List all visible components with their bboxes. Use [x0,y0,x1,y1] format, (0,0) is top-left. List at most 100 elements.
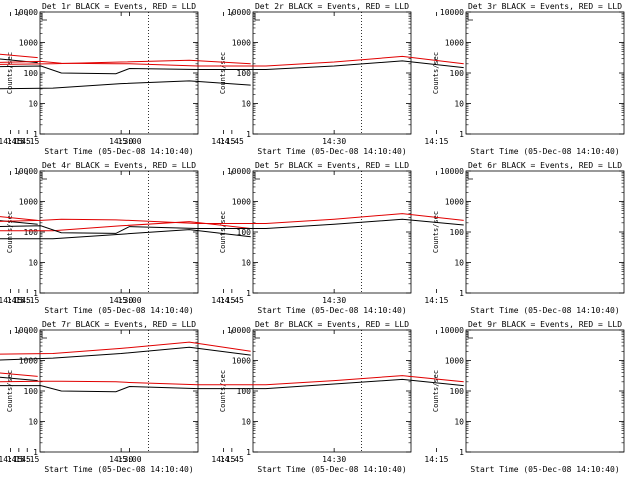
y-tick-label: 10000 [14,167,38,176]
x-tick-label: 14:15 [424,455,448,464]
x-tick-label: 14:15 [0,137,23,146]
plot-frame [465,170,625,294]
y-tick-label: 10 [454,259,464,268]
y-tick-label: 10000 [227,167,251,176]
lld-series-line [0,59,251,65]
events-series-line [0,80,251,90]
x-tick-label: 14:15 [211,296,235,305]
chart-panel-8: Det 8r BLACK = Events, RED = LLD 1 10 100 10… [0,320,412,474]
events-series-line [0,60,464,75]
y-tick-label: 1000 [19,357,38,366]
x-axis-label: Start Time (05-Dec-08 14:10:40) [257,306,406,315]
y-axis-label: Counts/sec [432,211,440,253]
x-tick-label: 14:45 [220,137,244,146]
y-tick-label: 100 [237,228,252,237]
corner-bracket-mark [254,172,260,180]
x-tick-label: 14:15 [0,296,23,305]
chart-title: Det 9r BLACK = Events, RED = LLD [468,320,622,329]
y-tick-label: 100 [450,387,465,396]
x-tick-label: 14:30 [109,137,133,146]
y-tick-label: 100 [24,228,39,237]
chart-panel-5: Det 5r BLACK = Events, RED = LLD 1 10 100 10… [0,161,412,315]
x-tick-label: 14:30 [322,455,346,464]
y-axis-label: Counts/sec [6,52,14,94]
events-series-line [0,378,464,393]
y-tick-label: 1 [33,289,38,298]
x-tick-label: 14:15 [424,296,448,305]
lld-series-line [0,221,251,232]
y-tick-label: 10 [241,418,251,427]
y-tick-label: 1 [246,130,251,139]
corner-bracket-mark [467,331,473,339]
corner-bracket-mark [41,331,47,339]
x-tick-label: 14:45 [220,296,244,305]
plot-frame [465,11,625,135]
events-series-line [0,346,251,361]
chart-panel-7: Det 7r BLACK = Events, RED = LLD 1 10 100 10… [0,320,199,474]
x-tick-label: 14:15 [0,455,23,464]
y-axis-label: Counts/sec [432,52,440,94]
y-tick-label: 1000 [445,357,464,366]
y-tick-label: 1 [246,448,251,457]
x-axis-label: Start Time (05-Dec-08 14:10:40) [44,147,193,156]
chart-panel-2: Det 2r BLACK = Events, RED = LLD 1 10 100 10… [0,2,412,156]
chart-title: Det 3r BLACK = Events, RED = LLD [468,2,622,11]
y-axis-label: Counts/sec [219,370,227,412]
chart-title: Det 4r BLACK = Events, RED = LLD [42,161,196,170]
events-series-line [0,218,464,234]
chart-panel-1: Det 1r BLACK = Events, RED = LLD 1 10 100 10… [0,2,199,156]
x-tick-label: 15:00 [117,296,141,305]
x-tick-label: 15:15 [15,296,39,305]
corner-bracket-mark [467,172,473,180]
chart-title: Det 2r BLACK = Events, RED = LLD [255,2,409,11]
chart-panel-6: Det 6r BLACK = Events, RED = LLD 1 10 100 10… [0,161,625,315]
y-tick-label: 100 [450,228,465,237]
x-tick-label: 15:00 [117,455,141,464]
y-tick-label: 1 [33,130,38,139]
x-axis-label: Start Time (05-Dec-08 14:10:40) [257,147,406,156]
y-tick-label: 10000 [440,167,464,176]
x-tick-label: 14:15 [424,137,448,146]
x-tick-label: 14:30 [322,137,346,146]
plot-frame [252,170,412,294]
y-tick-label: 100 [24,69,39,78]
corner-bracket-mark [41,172,47,180]
corner-bracket-mark [254,13,260,21]
y-tick-label: 100 [237,69,252,78]
corner-bracket-mark [254,331,260,339]
y-tick-label: 10 [28,418,38,427]
y-tick-label: 1 [33,448,38,457]
y-tick-label: 10 [454,100,464,109]
y-tick-label: 10 [241,259,251,268]
y-axis-label: Counts/sec [6,211,14,253]
y-tick-label: 1000 [232,357,251,366]
chart-title: Det 1r BLACK = Events, RED = LLD [42,2,196,11]
y-tick-label: 1000 [19,198,38,207]
x-axis-label: Start Time (05-Dec-08 14:10:40) [470,306,619,315]
y-tick-label: 1000 [445,39,464,48]
y-tick-label: 10000 [440,8,464,17]
x-tick-label: 15:00 [117,137,141,146]
y-tick-label: 1 [459,289,464,298]
x-tick-label: 14:30 [322,296,346,305]
y-tick-label: 10000 [14,326,38,335]
lld-series-line [0,375,464,386]
y-tick-label: 1000 [232,39,251,48]
y-tick-label: 10000 [14,8,38,17]
chart-panel-9: Det 9r BLACK = Events, RED = LLD 1 10 100 10… [0,320,625,474]
chart-panel-4: Det 4r BLACK = Events, RED = LLD 1 10 100 10… [0,161,199,315]
x-tick-label: 14:45 [7,455,31,464]
events-series-line [0,229,251,240]
y-axis-label: Counts/sec [219,211,227,253]
corner-bracket-mark [467,13,473,21]
y-tick-label: 100 [24,387,39,396]
plot-frame [465,329,625,453]
y-tick-label: 1 [246,289,251,298]
y-axis-label: Counts/sec [6,370,14,412]
plot-frame [252,329,412,453]
x-axis-label: Start Time (05-Dec-08 14:10:40) [44,465,193,474]
x-tick-label: 14:15 [211,455,235,464]
y-axis-label: Counts/sec [432,370,440,412]
chart-title: Det 7r BLACK = Events, RED = LLD [42,320,196,329]
